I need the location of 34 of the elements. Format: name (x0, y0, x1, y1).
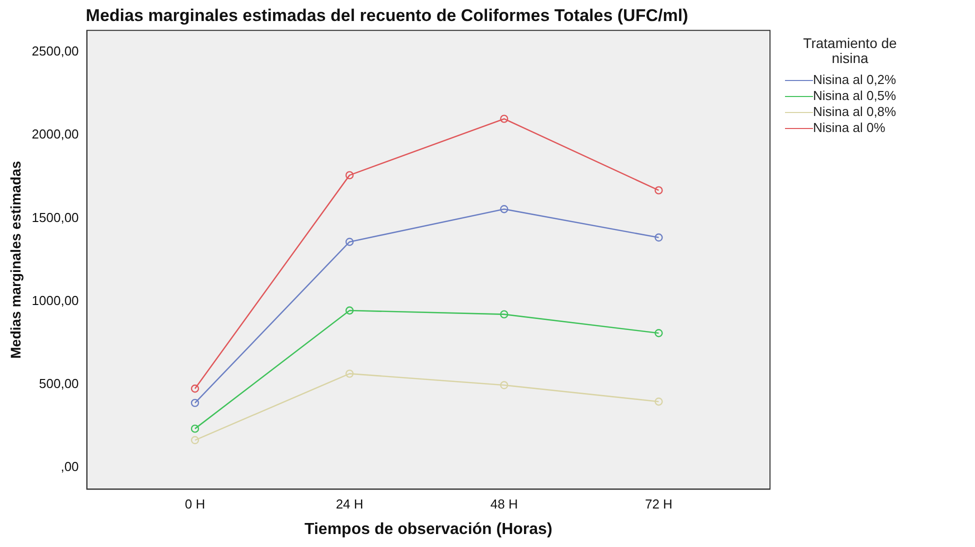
point (500, 205, 508, 214)
point (500, 310, 508, 318)
point (500, 381, 508, 390)
legend-label: Nisina al 0,5% (813, 88, 896, 104)
x-axis-title: Tiempos de observación (Horas) (304, 520, 552, 538)
point (654, 329, 663, 338)
chart-title: Medias marginales estimadas del recuento de Coliformes Totales (UFC/ml) (86, 6, 688, 25)
point (190, 398, 200, 408)
legend-label: Nisina al 0,8% (813, 104, 896, 120)
point (345, 171, 354, 180)
legend-label: Nisina al 0% (813, 120, 886, 136)
y-tick-label: 1500,00 (32, 210, 79, 225)
y-tick-label: 500,00 (39, 376, 79, 392)
point (654, 397, 663, 406)
point (345, 238, 354, 246)
point (654, 186, 663, 194)
legend-label: Nisina al 0,2% (813, 72, 896, 88)
point (345, 370, 354, 378)
point (345, 306, 354, 315)
x-tick-label: 24 H (336, 496, 364, 512)
x-tick-label: 72 H (644, 496, 672, 512)
point (500, 114, 508, 123)
point (190, 424, 200, 433)
x-tick-label: 0 H (184, 496, 206, 512)
point (190, 436, 200, 444)
y-tick-label: ,00 (60, 459, 79, 474)
x-tick-label: 48 H (490, 496, 518, 512)
legend-title: Tratamiento de nisina (802, 35, 898, 66)
y-tick-label: 2500,00 (32, 44, 79, 59)
y-tick-label: 2000,00 (32, 126, 79, 142)
y-axis-title: Medias marginales estimadas (7, 160, 24, 359)
point (654, 233, 663, 242)
y-tick-label: 1000,00 (32, 292, 79, 308)
point (190, 384, 200, 393)
